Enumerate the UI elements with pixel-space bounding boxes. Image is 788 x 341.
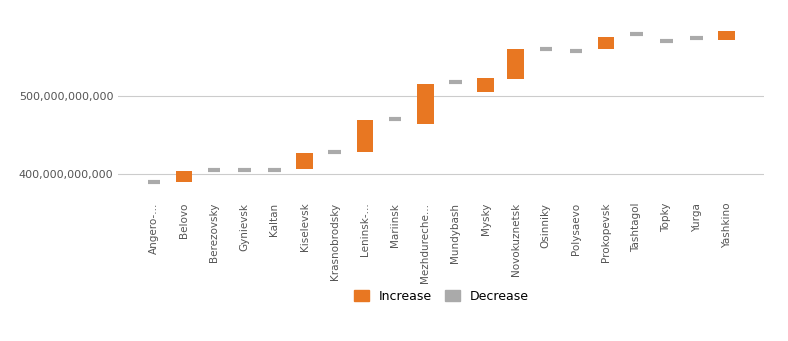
Bar [296,153,313,169]
Bar [719,31,735,40]
Bar [176,171,192,182]
Bar [357,120,374,152]
Bar [478,78,494,92]
Bar [417,85,433,123]
Bar [507,49,524,79]
Legend: Increase, Decrease: Increase, Decrease [349,285,533,308]
Bar [598,37,615,49]
